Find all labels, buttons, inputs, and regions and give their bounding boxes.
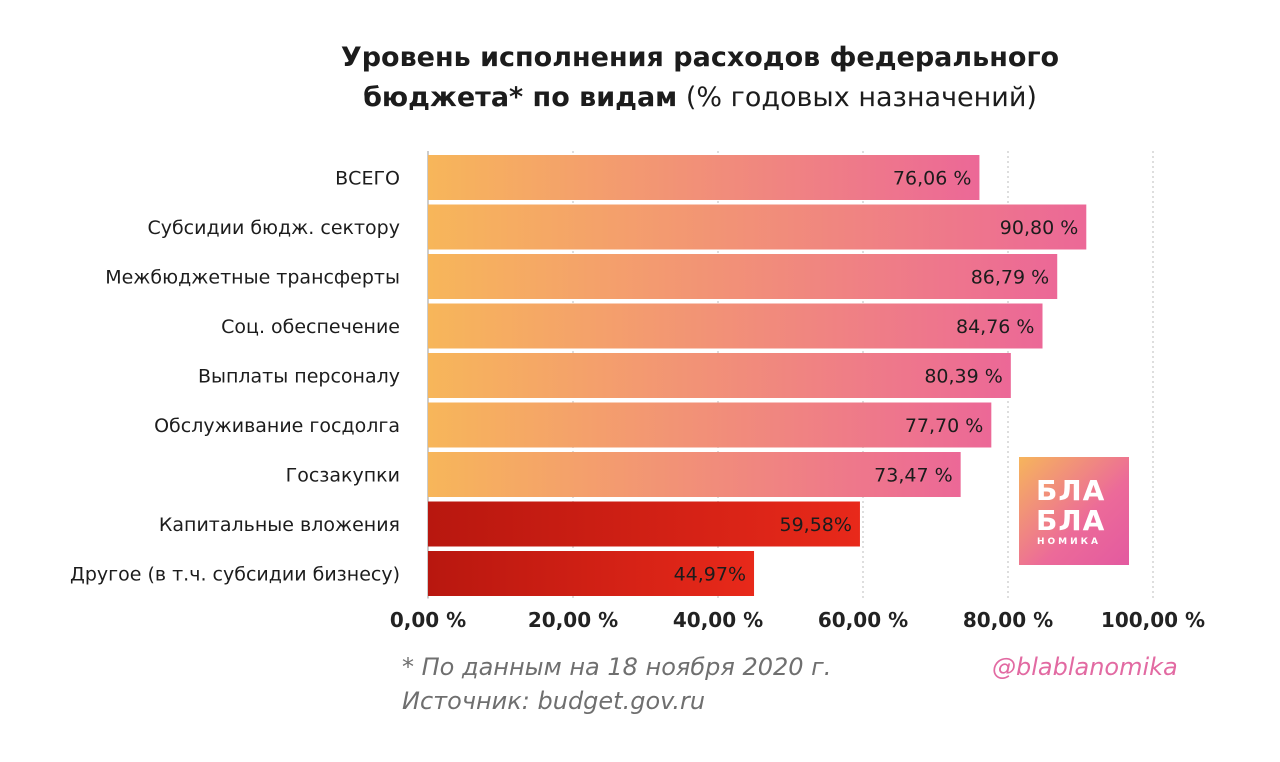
data-labels: 76,06 % 90,80 % 86,79 % 84,76 % 80,39 % 77,70…	[674, 168, 1079, 586]
data-label: 86,79 %	[971, 267, 1050, 289]
bar-chart: ВСЕГО Субсидии бюдж. сектору Межбюджетные …	[70, 151, 1205, 632]
bar	[428, 452, 961, 497]
data-label: 59,58%	[780, 514, 852, 536]
category-label: ВСЕГО	[335, 168, 400, 190]
bar	[428, 155, 980, 200]
logo-line2: БЛА	[1036, 504, 1106, 537]
category-label: Выплаты персоналу	[198, 366, 400, 388]
x-tick-label: 0,00 %	[390, 608, 466, 632]
data-label: 76,06 %	[893, 168, 972, 190]
category-label: Обслуживание госдолга	[154, 415, 400, 437]
logo-line3: НОМИКА	[1037, 537, 1101, 547]
chart-title-line1: Уровень исполнения расходов федерального	[340, 42, 1060, 73]
x-tick-label: 40,00 %	[673, 608, 763, 632]
category-label: Соц. обеспечение	[221, 316, 400, 338]
x-tick-label: 80,00 %	[963, 608, 1053, 632]
footnote-source: Источник: budget.gov.ru	[402, 687, 706, 715]
bar	[428, 402, 992, 448]
blablanomika-logo: БЛА БЛА НОМИКА	[1019, 457, 1129, 565]
social-handle: @blablanomika	[992, 653, 1178, 681]
data-label: 80,39 %	[924, 366, 1003, 388]
category-label: Госзакупки	[286, 465, 400, 487]
x-tick-label: 100,00 %	[1101, 608, 1205, 632]
bar	[428, 551, 755, 596]
logo-line1: БЛА	[1036, 474, 1106, 507]
chart-title: Уровень исполнения расходов федерального…	[0, 38, 1280, 118]
data-label: 77,70 %	[905, 415, 984, 437]
data-label: 90,80 %	[1000, 217, 1079, 239]
bar	[428, 204, 1087, 250]
bar	[428, 303, 1043, 349]
x-axis-ticks: 0,00 % 20,00 % 40,00 % 60,00 % 80,00 % 100,00…	[390, 608, 1205, 632]
bar	[428, 353, 1011, 398]
footnote-date: * По данным на 18 ноября 2020 г.	[402, 653, 832, 681]
bars	[428, 155, 1087, 596]
x-tick-label: 20,00 %	[528, 608, 618, 632]
data-label: 73,47 %	[874, 465, 953, 487]
category-labels: ВСЕГО Субсидии бюдж. сектору Межбюджетные …	[70, 168, 400, 586]
bar	[428, 254, 1058, 299]
data-label: 84,76 %	[956, 316, 1035, 338]
x-tick-label: 60,00 %	[818, 608, 908, 632]
category-label: Капитальные вложения	[159, 514, 400, 536]
data-label: 44,97%	[674, 564, 746, 586]
chart-title-line2: бюджета* по видам (% годовых назначений)	[0, 78, 1280, 118]
bar	[428, 501, 860, 547]
chart-title-unit: (% годовых назначений)	[685, 82, 1037, 113]
category-label: Межбюджетные трансферты	[105, 267, 400, 289]
category-label: Другое (в т.ч. субсидии бизнесу)	[70, 564, 400, 586]
category-label: Субсидии бюдж. сектору	[147, 217, 400, 239]
chart-title-bold-part: бюджета* по видам	[363, 82, 678, 113]
